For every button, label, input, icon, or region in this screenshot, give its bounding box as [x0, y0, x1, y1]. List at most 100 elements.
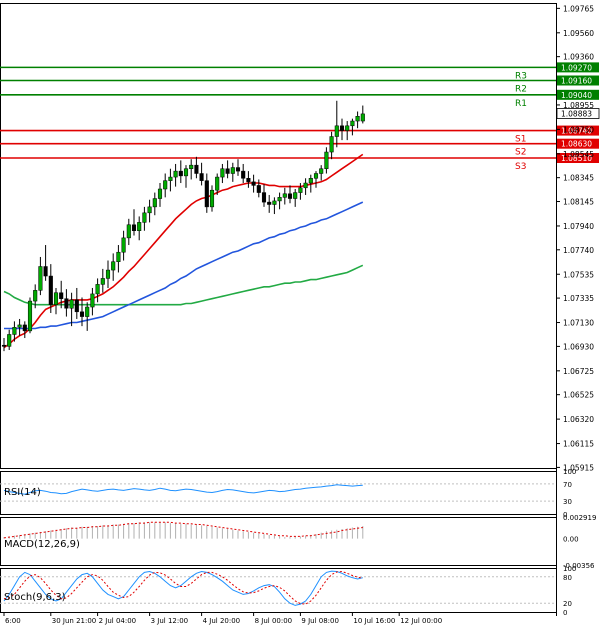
- candle-body: [121, 237, 126, 253]
- level-price-label: 1.08630: [561, 140, 592, 149]
- candle-body: [69, 299, 74, 309]
- stoch-tick-label: 0: [563, 609, 567, 617]
- candle-body: [225, 168, 230, 174]
- price-tick-label: 1.06320: [563, 415, 594, 424]
- price-tick-label: 1.09360: [563, 53, 594, 62]
- macd-signal-line: [3, 521, 363, 539]
- stoch-tick-label: 20: [563, 600, 572, 608]
- candle-body: [147, 206, 152, 214]
- moving-averages: [3, 153, 364, 349]
- candle-body: [48, 275, 53, 305]
- price-tick-label: 1.06930: [563, 342, 594, 351]
- level-label-s3: S3: [515, 162, 526, 172]
- candle-body: [261, 192, 267, 203]
- candle-body: [277, 197, 282, 202]
- candle-body: [313, 173, 319, 179]
- time-tick-label: 30 Jun 21:00: [52, 617, 96, 625]
- candle-body: [27, 300, 33, 332]
- candle-body: [339, 125, 345, 131]
- candle-body: [168, 176, 173, 181]
- candle-body: [209, 189, 215, 208]
- rsi-tick-label: 100: [563, 468, 576, 476]
- level-label-s1: S1: [515, 135, 526, 145]
- time-tick-label: 10 Jul 16:00: [353, 617, 395, 625]
- candle-body: [329, 136, 334, 153]
- current-price-tag: [556, 108, 600, 119]
- ma-mid-line: [4, 201, 364, 330]
- stoch-tick-label: 100: [563, 565, 576, 573]
- rsi-line: [3, 484, 363, 495]
- candle-body: [282, 193, 287, 198]
- price-tick-label: 1.06115: [563, 440, 594, 449]
- level-price-label: 1.09160: [561, 77, 592, 86]
- candle-body: [12, 327, 17, 335]
- level-price-tag: [557, 75, 599, 86]
- candle-body: [287, 193, 293, 199]
- candle-body: [334, 125, 339, 137]
- time-tick-label: 12 Jul 00:00: [400, 617, 442, 625]
- current-price-label: 1.08883: [561, 110, 592, 119]
- ma-fast-line: [3, 153, 364, 349]
- candle-body: [59, 292, 64, 299]
- candle-body: [74, 299, 79, 313]
- candle-body: [53, 292, 59, 305]
- price-tick-label: 1.08955: [563, 101, 594, 110]
- candle-body: [105, 269, 111, 279]
- price-tick-label: 1.07740: [563, 246, 594, 255]
- candle-body: [350, 120, 355, 127]
- level-price-tag: [557, 153, 599, 163]
- candle-body: [308, 178, 313, 184]
- candle-body: [157, 188, 163, 199]
- candle-body: [324, 151, 329, 169]
- macd-tick-label: 0.002919: [563, 514, 596, 522]
- price-tick-label: 1.06725: [563, 367, 594, 376]
- candle-body: [319, 168, 324, 174]
- level-price-tag: [557, 138, 599, 149]
- price-tick-label: 1.07335: [563, 294, 594, 303]
- candle-body: [251, 181, 256, 186]
- candle-body: [173, 170, 178, 178]
- level-label-r3: R3: [515, 71, 527, 81]
- time-tick-label: 6:00: [5, 617, 21, 625]
- candle-body: [38, 266, 43, 291]
- candle-body: [360, 113, 365, 122]
- rsi-label: RSI(14): [4, 487, 41, 498]
- level-label-r1: R1: [515, 99, 527, 109]
- support-resistance-levels: R3 1.09270 R2 1.09160 R1 1.09040 S1 1.08740 S2 1.…: [0, 62, 600, 172]
- price-tick-label: 1.09765: [563, 4, 594, 13]
- candle-body: [267, 201, 272, 205]
- candle-body: [152, 198, 157, 208]
- candle-body: [131, 224, 137, 231]
- stoch-tick-label: 80: [563, 574, 572, 582]
- stoch-signal-line: [3, 570, 363, 605]
- price-axis: 1.09765 1.09560 1.09360 1.08955 1.08750 1.085…: [556, 4, 594, 472]
- candle-body: [137, 222, 142, 231]
- candle-body: [183, 168, 189, 177]
- candle-body: [199, 173, 204, 181]
- candle-body: [220, 168, 225, 178]
- price-tick-label: 1.08750: [563, 125, 594, 134]
- candle-body: [345, 125, 350, 131]
- candle-body: [111, 261, 116, 271]
- candle-body: [194, 164, 199, 174]
- candle-body: [7, 334, 12, 347]
- level-price-label: 1.09040: [561, 91, 592, 100]
- candle-body: [1, 344, 7, 347]
- candle-body: [272, 200, 277, 205]
- price-tick-label: 1.08345: [563, 174, 594, 183]
- time-axis: 6:00 30 Jun 21:00 2 Jul 04:00 3 Jul 12:00 4 …: [3, 612, 442, 625]
- candle-body: [116, 251, 121, 262]
- level-price-label: 1.08740: [561, 127, 592, 136]
- price-tick-label: 1.06525: [563, 391, 594, 400]
- ma-slow-line: [3, 264, 364, 306]
- candle-body: [246, 178, 251, 183]
- candle-body: [241, 170, 246, 179]
- time-tick-label: 9 Jul 08:00: [301, 617, 339, 625]
- price-tick-label: 1.08545: [563, 150, 594, 159]
- candle-body: [256, 185, 261, 193]
- time-tick-label: 2 Jul 04:00: [99, 617, 137, 625]
- candle-body: [303, 182, 308, 189]
- candle-body: [100, 278, 105, 285]
- candle-body: [293, 192, 298, 199]
